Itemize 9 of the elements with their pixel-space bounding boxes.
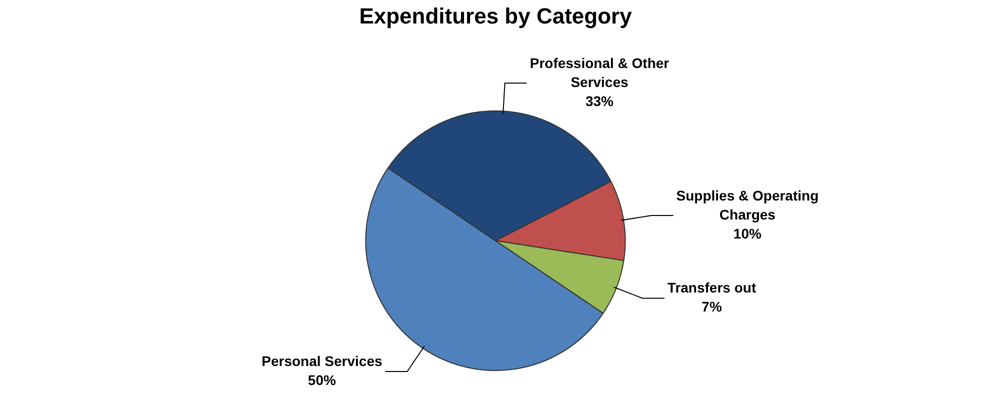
slice-label: Professional & Other Services bbox=[530, 55, 670, 90]
slice-label: Supplies & Operating Charges bbox=[676, 187, 819, 222]
slice-label: Transfers out bbox=[667, 280, 756, 296]
chart-title: Expenditures by Category bbox=[359, 3, 633, 28]
data-label: 10% bbox=[733, 225, 762, 242]
slice-label: Personal Services bbox=[262, 352, 382, 369]
data-label: 33% bbox=[585, 93, 614, 110]
data-label: 7% bbox=[702, 298, 722, 315]
data-label: 50% bbox=[308, 372, 336, 388]
